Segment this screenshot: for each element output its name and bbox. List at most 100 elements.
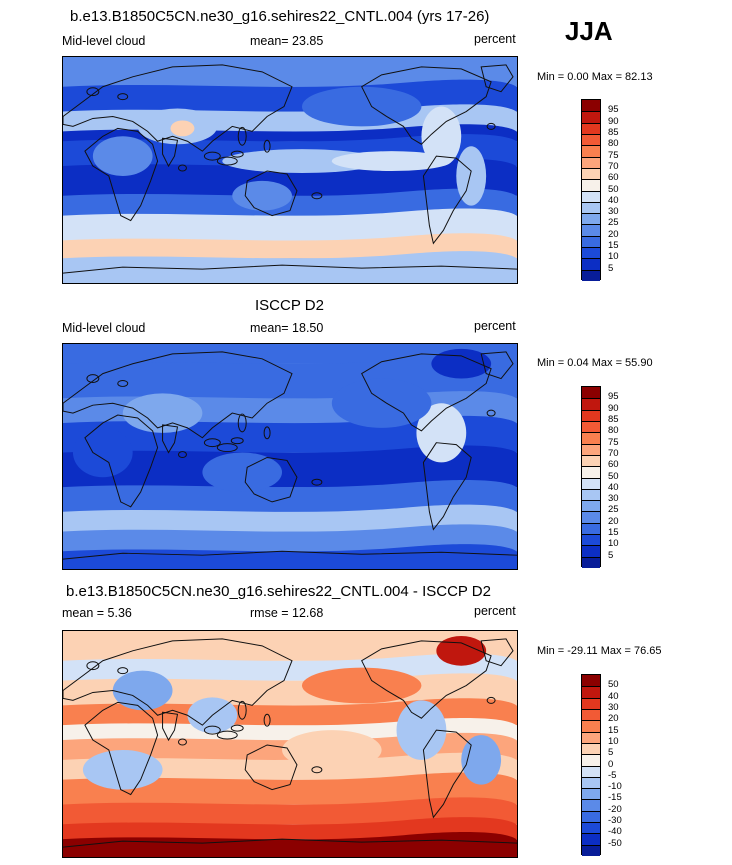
colorbar-swatch bbox=[582, 545, 600, 557]
colorbar-swatch bbox=[582, 409, 600, 421]
coastline bbox=[480, 64, 514, 93]
coastline bbox=[63, 838, 517, 848]
coastline-island bbox=[86, 87, 100, 97]
contour-region bbox=[202, 452, 283, 493]
contour-region bbox=[222, 149, 382, 173]
colorbar-swatch bbox=[582, 697, 600, 709]
map-svg bbox=[63, 631, 517, 857]
contour-region bbox=[421, 106, 462, 167]
colorbar-tick-label: 50 bbox=[608, 183, 619, 195]
season-label: JJA bbox=[565, 16, 613, 46]
colorbar-swatch bbox=[582, 765, 600, 777]
colorbar-tick-label: 30 bbox=[608, 701, 619, 713]
coastline-island bbox=[86, 374, 100, 383]
colorbar-tick-label: -15 bbox=[608, 792, 622, 804]
coastline bbox=[244, 170, 298, 217]
contour-region bbox=[456, 146, 487, 206]
colorbar-swatch bbox=[582, 788, 600, 800]
colorbar-tick-label: 25 bbox=[608, 217, 619, 229]
colorbar-tick-label: 20 bbox=[608, 713, 619, 725]
colorbar-tick-label: 5 bbox=[608, 262, 614, 274]
coastline bbox=[162, 137, 179, 168]
coastline-island bbox=[177, 738, 187, 746]
colorbar-swatch bbox=[582, 511, 600, 523]
colorbar-swatch bbox=[582, 420, 600, 433]
coastline-island bbox=[263, 713, 271, 727]
contour-region bbox=[431, 348, 492, 379]
colorbar-swatch bbox=[582, 675, 600, 687]
panel3-units-label: percent bbox=[474, 604, 516, 618]
coastline-island bbox=[117, 667, 129, 675]
colorbar-swatch bbox=[582, 224, 600, 236]
contour-region bbox=[331, 151, 452, 171]
colorbar-tick-label: 50 bbox=[608, 470, 619, 482]
colorbar-tick-label: 70 bbox=[608, 447, 619, 459]
coastline bbox=[361, 353, 492, 432]
colorbar-tick-label: -30 bbox=[608, 815, 622, 827]
colorbar-swatch bbox=[582, 720, 600, 732]
contour-region bbox=[461, 735, 502, 785]
contour-region bbox=[92, 136, 153, 176]
colorbar-tick-label: -40 bbox=[608, 826, 622, 838]
contour-region bbox=[396, 700, 447, 760]
coastline bbox=[84, 414, 159, 508]
colorbar-swatch bbox=[582, 190, 600, 202]
panel1-units-label: percent bbox=[474, 32, 516, 46]
colorbar-tick-label: 75 bbox=[608, 149, 619, 161]
colorbar-swatch bbox=[582, 833, 600, 845]
colorbar-tick-label: -20 bbox=[608, 803, 622, 815]
coastline bbox=[63, 64, 293, 152]
colorbar-tick-label: 95 bbox=[608, 104, 619, 116]
colorbar-swatch bbox=[582, 387, 600, 399]
colorbar-tick-label: 85 bbox=[608, 413, 619, 425]
coastline-island bbox=[216, 443, 238, 453]
coastline-island bbox=[117, 380, 129, 387]
coastline bbox=[84, 701, 159, 796]
map-svg bbox=[63, 344, 517, 569]
coastline bbox=[162, 711, 179, 742]
colorbar-swatch bbox=[582, 534, 600, 546]
colorbar-swatch bbox=[582, 213, 600, 225]
panel2-variable-label: Mid-level cloud bbox=[62, 321, 146, 335]
colorbar-swatch bbox=[582, 398, 600, 410]
colorbar-swatch bbox=[582, 500, 600, 512]
coastline-island bbox=[177, 164, 187, 172]
colorbar-tick-label: 30 bbox=[608, 493, 619, 505]
colorbar-swatch bbox=[582, 145, 600, 157]
colorbar-tick-label: 80 bbox=[608, 138, 619, 150]
colorbar-swatch bbox=[582, 810, 600, 823]
coastline bbox=[63, 550, 517, 560]
colorbar-tick-label: 20 bbox=[608, 228, 619, 240]
panel1-colorbar bbox=[581, 99, 601, 281]
coastline bbox=[480, 638, 514, 667]
colorbar-swatch bbox=[582, 100, 600, 112]
panel2-map bbox=[62, 343, 518, 570]
colorbar-swatch bbox=[582, 122, 600, 134]
panel1-variable-label: Mid-level cloud bbox=[62, 34, 146, 48]
colorbar-tick-label: 85 bbox=[608, 126, 619, 138]
contour-band bbox=[63, 251, 517, 283]
colorbar-tick-label: 40 bbox=[608, 194, 619, 206]
coastline bbox=[84, 127, 159, 222]
coastline-island bbox=[216, 730, 238, 740]
colorbar-swatch bbox=[582, 258, 600, 270]
colorbar-tick-label: 15 bbox=[608, 724, 619, 736]
colorbar-tick-label: 0 bbox=[608, 758, 614, 770]
panel1-title: b.e13.B1850C5CN.ne30_g16.sehires22_CNTL.… bbox=[70, 8, 490, 25]
coastline-island bbox=[237, 126, 247, 146]
coastline-island bbox=[230, 437, 244, 445]
colorbar-swatch bbox=[582, 133, 600, 146]
coastline-island bbox=[230, 150, 244, 158]
coastline-island bbox=[311, 192, 323, 200]
coastline bbox=[162, 424, 179, 454]
colorbar-tick-label: 80 bbox=[608, 425, 619, 437]
coastline bbox=[422, 155, 472, 245]
colorbar-tick-label: 40 bbox=[608, 481, 619, 493]
contour-region bbox=[72, 427, 133, 478]
colorbar-tick-label: -50 bbox=[608, 837, 622, 849]
colorbar-swatch bbox=[582, 522, 600, 535]
colorbar-swatch bbox=[582, 111, 600, 123]
colorbar-tick-label: 90 bbox=[608, 402, 619, 414]
coastline bbox=[63, 264, 517, 274]
colorbar-swatch bbox=[582, 686, 600, 698]
